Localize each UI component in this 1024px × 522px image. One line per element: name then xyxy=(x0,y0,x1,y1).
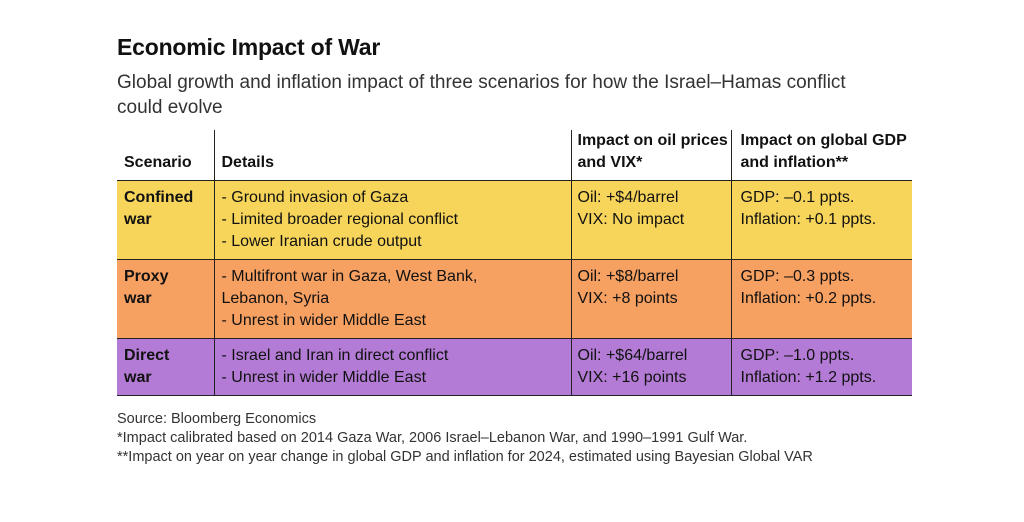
header-scenario: Scenario xyxy=(117,130,214,181)
scenario-name: Confined war xyxy=(117,180,214,260)
details-cell: - Ground invasion of Gaza - Limited broa… xyxy=(213,180,571,260)
vix-value: VIX: +8 points xyxy=(577,290,678,307)
oil-impact-cell: Oil: +$64/barrel VIX: +16 points xyxy=(570,338,731,396)
table-header-row: Scenario Details Impact on oil prices an… xyxy=(117,130,912,181)
gdp-impact-cell: GDP: –0.1 ppts. Inflation: +0.1 ppts. xyxy=(730,180,912,260)
gdp-value: GDP: –0.1 ppts. xyxy=(740,189,855,206)
oil-impact-cell: Oil: +$4/barrel VIX: No impact xyxy=(570,180,731,260)
header-gdp-impact: Impact on global GDP and inflation** xyxy=(730,130,912,181)
detail-line: - Limited broader regional conflict xyxy=(221,211,459,228)
footnote-2: **Impact on year on year change in globa… xyxy=(117,449,813,465)
gdp-impact-cell: GDP: –0.3 ppts. Inflation: +0.2 ppts. xyxy=(730,259,912,339)
source-note: Source: Bloomberg Economics xyxy=(117,411,317,427)
details-cell: - Multifront war in Gaza, West Bank, Leb… xyxy=(213,259,571,339)
scenario-label: Direct war xyxy=(124,347,170,386)
inflation-value: Inflation: +1.2 ppts. xyxy=(740,369,877,386)
vix-value: VIX: No impact xyxy=(577,211,685,228)
scenario-name: Direct war xyxy=(117,338,214,396)
gdp-value: GDP: –1.0 ppts. xyxy=(740,347,855,364)
header-details: Details xyxy=(213,130,571,181)
footnotes: Source: Bloomberg Economics *Impact cali… xyxy=(117,410,917,467)
header-oil-impact: Impact on oil prices and VIX* xyxy=(570,130,731,181)
details-cell: - Israel and Iran in direct conflict - U… xyxy=(213,338,571,396)
table-row-proxy-war: Proxy war - Multifront war in Gaza, West… xyxy=(117,259,912,339)
gdp-value: GDP: –0.3 ppts. xyxy=(740,268,855,285)
detail-line: - Lower Iranian crude output xyxy=(221,233,422,250)
detail-line: - Unrest in wider Middle East xyxy=(221,369,427,386)
detail-line: - Unrest in wider Middle East xyxy=(221,312,427,329)
inflation-value: Inflation: +0.1 ppts. xyxy=(740,211,877,228)
detail-line: - Ground invasion of Gaza xyxy=(221,189,409,206)
scenario-table: Scenario Details Impact on oil prices an… xyxy=(117,130,912,396)
oil-value: Oil: +$64/barrel xyxy=(577,347,688,364)
detail-line: - Israel and Iran in direct conflict xyxy=(221,347,449,364)
oil-value: Oil: +$8/barrel xyxy=(577,268,679,285)
inflation-value: Inflation: +0.2 ppts. xyxy=(740,290,877,307)
gdp-impact-cell: GDP: –1.0 ppts. Inflation: +1.2 ppts. xyxy=(730,338,912,396)
scenario-name: Proxy war xyxy=(117,259,214,339)
table-row-confined-war: Confined war - Ground invasion of Gaza -… xyxy=(117,180,912,260)
oil-value: Oil: +$4/barrel xyxy=(577,189,679,206)
table-row-direct-war: Direct war - Israel and Iran in direct c… xyxy=(117,338,912,396)
scenario-label: Proxy war xyxy=(124,268,169,307)
detail-line: - Multifront war in Gaza, West Bank, Leb… xyxy=(221,268,478,307)
oil-impact-cell: Oil: +$8/barrel VIX: +8 points xyxy=(570,259,731,339)
scenario-label: Confined war xyxy=(124,189,194,228)
vix-value: VIX: +16 points xyxy=(577,369,687,386)
page-title: Economic Impact of War xyxy=(117,34,381,60)
footnote-1: *Impact calibrated based on 2014 Gaza Wa… xyxy=(117,430,748,446)
page-subtitle: Global growth and inflation impact of th… xyxy=(117,72,846,118)
